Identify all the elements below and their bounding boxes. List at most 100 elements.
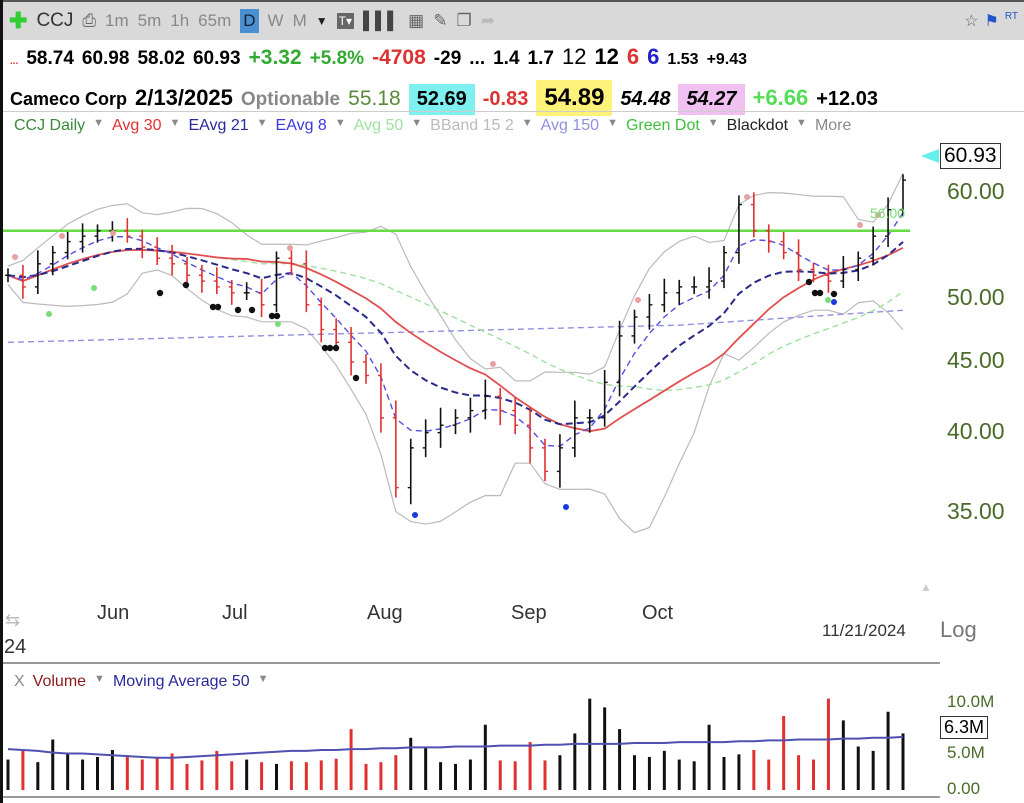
legend-item-avg-30[interactable]: Avg 30 — [112, 117, 162, 134]
scroll-arrows-icon[interactable]: ⇆ — [5, 610, 21, 630]
net-change: +3.32 — [248, 46, 302, 69]
last: 60.93 — [192, 48, 241, 69]
month-tick: Jul — [222, 602, 248, 624]
share-icon[interactable]: ➦ — [480, 11, 495, 30]
pink-dot — [110, 230, 116, 236]
black-dot — [816, 289, 824, 297]
value-11: +9.43 — [706, 51, 748, 68]
scale-up-icon[interactable]: ▲ — [920, 580, 932, 594]
black-dot — [811, 289, 819, 297]
chevron-down-icon[interactable]: ▼ — [169, 117, 181, 129]
black-dot — [156, 289, 164, 297]
legend-item-ccj-daily[interactable]: CCJ Daily — [14, 117, 86, 134]
calendar-add-icon[interactable]: ▦ — [408, 11, 425, 30]
chevron-down-icon[interactable]: ▼ — [411, 117, 423, 129]
blue-dot — [412, 512, 418, 518]
level-label: 56.00 — [870, 205, 906, 221]
black-dot — [234, 306, 242, 314]
add-icon[interactable]: ✚ — [9, 8, 28, 33]
legend-item-avg-150[interactable]: Avg 150 — [540, 117, 600, 134]
interval-monthly[interactable]: M — [292, 11, 307, 30]
month-tick: Oct — [642, 602, 674, 624]
copy-icon[interactable]: ❐ — [456, 11, 472, 30]
quote-date: 2/13/2025 — [135, 85, 233, 110]
ma-label[interactable]: Moving Average 50 — [112, 673, 250, 690]
low: 58.02 — [137, 48, 185, 69]
pink-dot — [287, 245, 293, 251]
legend-item-avg-50[interactable]: Avg 50 — [353, 117, 404, 134]
green-dot — [275, 321, 281, 327]
value-d: 54.89 — [536, 80, 613, 116]
chevron-down-icon[interactable]: ▼ — [93, 117, 105, 129]
close-pane-icon[interactable]: X — [14, 673, 25, 690]
log-toggle[interactable]: Log — [940, 617, 977, 642]
last-price-marker — [921, 149, 939, 163]
text-tool-icon[interactable]: T▾ — [336, 13, 354, 29]
interval-1m[interactable]: 1m — [105, 11, 129, 30]
pencil-icon[interactable]: ✎ — [433, 11, 448, 30]
pink-dot — [875, 212, 881, 218]
black-dot — [268, 312, 276, 320]
value-9: 6 — [647, 44, 660, 69]
legend-item-blackdot[interactable]: Blackdot — [726, 117, 789, 134]
legend-item-green-dot[interactable]: Green Dot — [625, 117, 700, 134]
pink-dot — [635, 297, 641, 303]
symbol-field[interactable]: CCJ — [36, 10, 74, 31]
legend-item-bband-15-2[interactable]: BBand 15 2 — [430, 117, 514, 134]
chevron-down-icon[interactable]: ▼ — [521, 117, 533, 129]
window-edge — [0, 0, 3, 803]
toolbar: ✚ CCJ ⎙ 1m 5m 1h 65m D W M ▼ T▾ ▌▌▌ ▦ ✎ … — [3, 0, 1024, 40]
interval-65m[interactable]: 65m — [198, 11, 232, 30]
chevron-down-icon[interactable]: ▼ — [257, 673, 269, 685]
value-a: 55.18 — [348, 87, 401, 110]
month-tick: Sep — [511, 602, 547, 624]
chevron-down-icon[interactable]: ▼ — [607, 117, 618, 129]
bband-upper — [7, 173, 904, 382]
black-dot — [830, 290, 838, 298]
avg-50-line — [7, 249, 904, 392]
price-tick: 35.00 — [947, 497, 1005, 524]
black-dot — [321, 344, 329, 352]
star-icon[interactable]: ☆ — [964, 13, 979, 30]
print-icon[interactable]: ⎙ — [82, 11, 96, 30]
green-dot — [825, 297, 831, 303]
value-8: 6 — [626, 44, 640, 69]
legend-item-eavg-21[interactable]: EAvg 21 — [188, 117, 249, 134]
interval-weekly[interactable]: W — [267, 11, 284, 30]
blue-dot — [831, 299, 837, 305]
value-4: 1.4 — [493, 48, 520, 69]
value-g: +6.66 — [752, 85, 809, 110]
pct-change: +5.8% — [309, 48, 365, 69]
interval-1h[interactable]: 1h — [170, 11, 190, 30]
chevron-down-icon[interactable]: ▼ — [315, 14, 328, 28]
interval-5m[interactable]: 5m — [137, 11, 162, 30]
month-tick: Aug — [367, 602, 403, 624]
value-3: ... — [469, 48, 486, 69]
volume-ma50-line — [7, 735, 904, 759]
volume-label[interactable]: Volume — [32, 673, 87, 690]
chevron-down-icon[interactable]: ▼ — [256, 117, 268, 129]
volume-tick: 10.0M — [947, 692, 995, 711]
price-tick: 50.00 — [947, 283, 1005, 310]
value-h: +12.03 — [816, 88, 878, 110]
optionable-label: Optionable — [240, 89, 341, 110]
eavg-21-line — [7, 241, 904, 426]
pane-divider[interactable] — [3, 662, 940, 664]
chevron-down-icon[interactable]: ▼ — [707, 117, 719, 129]
black-dot — [273, 312, 281, 320]
chevron-down-icon[interactable]: ▼ — [94, 673, 105, 685]
value-10: 1.53 — [667, 51, 699, 68]
legend-item-more[interactable]: More — [814, 117, 852, 134]
flag-icon[interactable]: ⚑ — [984, 13, 999, 30]
value-b: 52.69 — [408, 84, 475, 115]
chevron-down-icon[interactable]: ▼ — [796, 117, 807, 129]
company-name: Cameco Corp — [10, 89, 128, 109]
interval-daily[interactable]: D — [240, 9, 259, 33]
end-date: 11/21/2024 — [822, 621, 906, 640]
chevron-down-icon[interactable]: ▼ — [334, 117, 346, 129]
bar-chart-icon[interactable]: ▌▌▌ — [363, 11, 400, 30]
legend-item-eavg-8[interactable]: EAvg 8 — [275, 117, 327, 134]
price-tick: 60.00 — [947, 178, 1005, 205]
green-dot — [46, 311, 52, 317]
